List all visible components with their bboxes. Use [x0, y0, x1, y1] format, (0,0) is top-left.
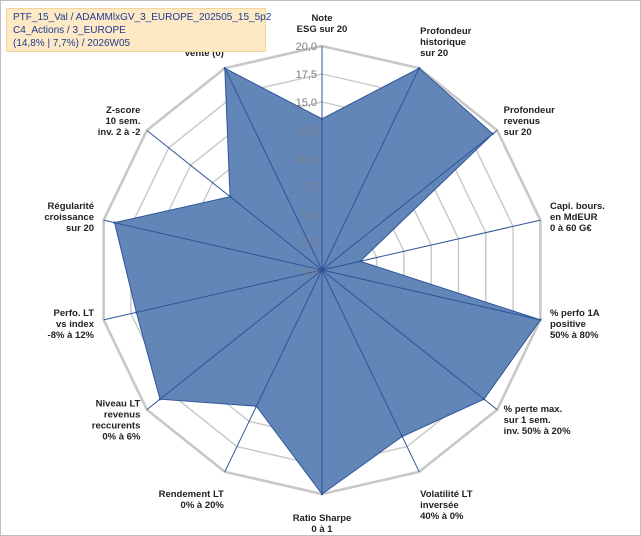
axis-label: Profondeur revenus sur 20	[504, 105, 555, 138]
data-point	[320, 492, 324, 496]
data-point	[400, 435, 404, 438]
axis-label-line: 0 à 1	[311, 524, 333, 535]
axis-label-line: sur 20	[504, 127, 532, 138]
axis-label: % perte max. sur 1 sem. inv. 50% à 20%	[504, 404, 571, 437]
axis-label-line: Ratio Sharpe	[293, 513, 352, 524]
data-point	[359, 260, 362, 263]
data-point	[320, 117, 324, 121]
axis-label-line: Rendement LT	[159, 489, 224, 500]
axis-label-line: inv. 2 à -2	[98, 127, 141, 138]
axis-label-line: 0% à 20%	[181, 500, 225, 511]
axis-label: Profondeur historique sur 20	[420, 26, 471, 59]
axis-label-line: revenus	[504, 116, 540, 127]
axis-label-line: historique	[420, 37, 466, 48]
axis-label: Ratio Sharpe 0 à 1	[293, 513, 352, 535]
info-line-portfolio: PTF_15_Val / ADAMMlxGV_3_EUROPE_202505_1…	[13, 12, 272, 23]
axis-label-line: 0 à 60 G€	[550, 223, 592, 234]
axis-label: Perfo. LT vs index -8% à 12%	[48, 308, 95, 341]
axis-label-line: en MdEUR	[550, 212, 598, 223]
data-point	[158, 397, 162, 401]
axis-label-line: vs index	[56, 319, 95, 330]
data-point	[223, 66, 227, 70]
axis-label-line: Vente (0)	[184, 48, 224, 59]
axis-label-line: positive	[550, 319, 586, 330]
data-point	[491, 132, 494, 136]
tick-label: 7,5	[302, 181, 317, 193]
axis-spoke	[321, 129, 498, 271]
info-line-category: C4_Actions / 3_EUROPE	[13, 25, 126, 36]
data-point	[255, 405, 258, 408]
axis-label-line: Capi. bours.	[550, 201, 605, 212]
axis-label: Note ESG sur 20	[297, 13, 348, 35]
axis-label-line: 10 sem.	[105, 116, 140, 127]
axis-label-line: Niveau LT	[96, 399, 141, 410]
tick-label: 10,0	[296, 153, 317, 165]
axis-label-line: 50% à 80%	[550, 330, 599, 341]
axis-label: Capi. bours. en MdEUR 0 à 60 G€	[550, 201, 605, 234]
tick-label: 12,5	[296, 125, 317, 137]
axis-label-line: 0% à 6%	[102, 432, 141, 443]
axis-label: % perfo 1A positive 50% à 80%	[550, 308, 600, 341]
axis-label: Niveau LT revenus reccurents 0% à 6%	[92, 399, 141, 443]
axis-spoke	[321, 269, 498, 411]
axis-spoke	[321, 219, 541, 271]
axis-spoke	[103, 269, 323, 321]
axis-label-line: Profondeur	[420, 26, 471, 37]
tick-label: 0,0	[302, 265, 317, 277]
axis-spoke	[224, 67, 323, 271]
axis-label-line: Z-score	[106, 105, 140, 116]
axis-spoke	[321, 269, 420, 473]
axis-label-line: -8% à 12%	[48, 330, 95, 341]
tick-label: 17,5	[296, 69, 317, 81]
axis-label-line: Régularité	[48, 201, 94, 212]
radar-spokes	[103, 46, 541, 494]
axis-label-line: ESG sur 20	[297, 24, 348, 35]
axis-spoke	[321, 67, 420, 271]
data-point	[135, 311, 138, 314]
axis-label-line: Note	[311, 13, 332, 24]
axis-label-line: Perfo. LT	[54, 308, 95, 319]
tick-label: 5,0	[302, 209, 317, 221]
info-line-performance: (14,8% | 7,7%) / 2026W05	[13, 38, 131, 49]
axis-spoke	[146, 129, 323, 271]
axis-label-line: % perte max.	[504, 404, 563, 415]
tick-label: 20,0	[296, 41, 317, 53]
axis-label-line: reccurents	[92, 421, 141, 432]
axis-label: Z-score 10 sem. inv. 2 à -2	[98, 105, 141, 138]
data-point	[417, 66, 421, 70]
tick-labels: 0,0 2,5 5,0 7,5 10,0 12,5 15,0 17,5 20,0	[296, 41, 317, 277]
axis-label-line: croissance	[44, 212, 94, 223]
axis-label-line: 40% à 0%	[420, 511, 464, 522]
axis-label-line: inversée	[420, 500, 459, 511]
data-point	[228, 195, 232, 198]
tick-label: 2,5	[302, 237, 317, 249]
axis-label: Volatilité LT inversée 40% à 0%	[420, 489, 473, 522]
axis-label-line: inv. 50% à 20%	[504, 426, 571, 437]
axis-spoke	[224, 269, 323, 473]
axis-label-line: Profondeur	[504, 105, 555, 116]
axis-label-line: revenus	[104, 410, 140, 421]
tick-label: 15,0	[296, 97, 317, 109]
axis-label-line: % perfo 1A	[550, 308, 600, 319]
info-box: PTF_15_Val / ADAMMlxGV_3_EUROPE_202505_1…	[6, 8, 271, 52]
axis-spoke	[146, 269, 323, 411]
axis-label-line: Volatilité LT	[420, 489, 473, 500]
axis-spoke	[321, 269, 541, 321]
axis-label: Régularité croissance sur 20	[44, 201, 94, 234]
axis-label-line: sur 1 sem.	[504, 415, 551, 426]
axis-label: Rendement LT 0% à 20%	[159, 489, 225, 511]
data-point	[113, 221, 116, 224]
axis-label-line: sur 20	[420, 48, 448, 59]
axis-label-line: sur 20	[66, 223, 94, 234]
axis-spoke	[103, 219, 323, 271]
data-point	[539, 318, 542, 322]
data-point	[482, 397, 486, 401]
